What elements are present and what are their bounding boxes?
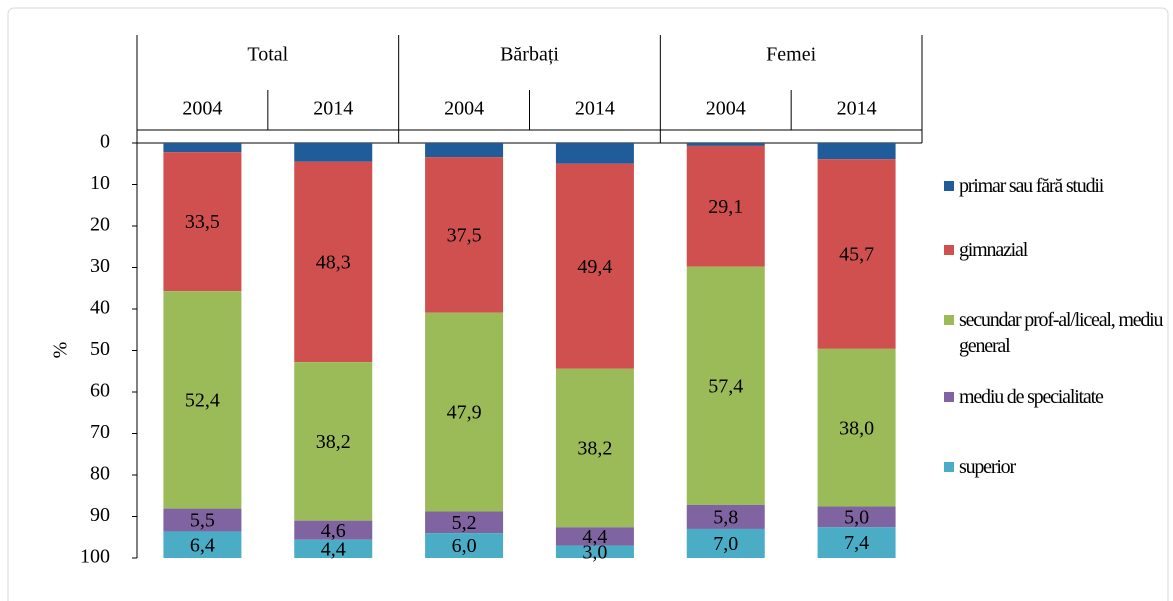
data-label: 5,8 <box>713 507 738 529</box>
bar-segment <box>163 143 242 153</box>
data-label: 33,5 <box>185 211 220 233</box>
bar-segment <box>294 539 373 558</box>
legend-swatch <box>944 392 954 402</box>
bar-segment <box>686 528 765 558</box>
y-tick-label: 0 <box>100 131 110 153</box>
x-tick-label: 2004 <box>182 98 222 120</box>
data-label: 5,2 <box>452 512 477 534</box>
legend-label: mediu de specialitate <box>959 386 1104 408</box>
bar-segment <box>163 531 242 558</box>
y-tick-label: 60 <box>90 380 110 402</box>
bar-segment <box>817 159 896 349</box>
bar-segment <box>294 161 373 363</box>
legend-label: secundar prof-al/liceal, mediu general <box>959 309 1164 357</box>
x-tick-label: 2004 <box>706 98 746 120</box>
bar-segment <box>686 143 765 146</box>
group-label: Femei <box>766 44 816 66</box>
legend-entry: superior <box>944 454 1173 480</box>
bar-segment <box>294 143 373 162</box>
data-label: 37,5 <box>447 225 482 247</box>
bar-segment <box>686 266 765 505</box>
bar-segment <box>425 312 504 512</box>
legend-label: superior <box>959 456 1016 478</box>
legend-swatch <box>944 462 954 472</box>
data-label: 4,4 <box>321 538 346 560</box>
y-tick-label: 50 <box>90 338 110 360</box>
legend-swatch <box>944 181 954 191</box>
legend-swatch <box>944 245 954 255</box>
bar-segment <box>686 145 765 267</box>
data-label: 7,4 <box>844 532 869 554</box>
data-label: 5,5 <box>190 510 215 532</box>
data-label: 29,1 <box>708 196 743 218</box>
data-label: 6,0 <box>452 535 477 557</box>
bar-segment <box>425 157 504 313</box>
chart-border <box>7 7 1169 601</box>
data-label: 45,7 <box>839 244 874 266</box>
bar-segment <box>163 152 242 292</box>
data-label: 38,0 <box>839 417 874 439</box>
bar-segment <box>555 368 634 528</box>
y-tick-label: 30 <box>90 255 110 277</box>
bar-segment <box>425 533 504 558</box>
x-tick-label: 2014 <box>575 98 615 120</box>
data-label: 6,4 <box>190 534 215 556</box>
y-tick-label: 10 <box>90 172 110 194</box>
legend-entry: mediu de specialitate <box>944 384 1173 410</box>
bar-segment <box>817 527 896 558</box>
bar-segment <box>817 348 896 507</box>
data-label: 3,0 <box>582 541 607 563</box>
data-label: 52,4 <box>185 389 220 411</box>
legend-swatch <box>944 315 954 325</box>
legend-label: gimnazial <box>959 239 1028 261</box>
y-axis-label: % <box>50 342 72 359</box>
x-tick-label: 2014 <box>313 98 353 120</box>
bar-segment <box>163 291 242 509</box>
bar-segment <box>555 527 634 546</box>
data-label: 48,3 <box>316 251 351 273</box>
y-tick-label: 80 <box>90 463 110 485</box>
legend-entry: secundar prof-al/liceal, mediu general <box>944 307 1173 359</box>
bar-segment <box>294 362 373 521</box>
data-label: 57,4 <box>708 375 743 397</box>
data-label: 49,4 <box>577 256 612 278</box>
bar-segment <box>686 504 765 529</box>
bar-segment <box>294 520 373 540</box>
y-tick-label: 100 <box>80 546 110 568</box>
x-tick-label: 2004 <box>444 98 484 120</box>
y-tick-label: 20 <box>90 214 110 236</box>
y-tick-label: 40 <box>90 297 110 319</box>
bar-segment <box>817 506 896 528</box>
group-label: Bărbați <box>500 44 559 66</box>
y-tick-label: 70 <box>90 421 110 443</box>
group-label: Total <box>247 44 288 66</box>
bar-segment <box>163 508 242 532</box>
legend-label: primar sau fără studii <box>959 175 1104 197</box>
bar-segment <box>555 163 634 369</box>
bar-segment <box>425 511 504 534</box>
bar-segment <box>425 143 504 158</box>
bar-segment <box>555 143 634 164</box>
data-label: 4,6 <box>321 520 346 542</box>
data-label: 7,0 <box>713 533 738 555</box>
y-tick-label: 90 <box>90 504 110 526</box>
legend-entry: primar sau fără studii <box>944 173 1173 199</box>
data-label: 5,0 <box>844 507 869 529</box>
data-label: 47,9 <box>447 402 482 424</box>
data-label: 4,4 <box>582 526 607 548</box>
bar-segment <box>817 143 896 160</box>
bar-segment <box>555 545 634 558</box>
data-label: 38,2 <box>316 431 351 453</box>
legend-entry: gimnazial <box>944 237 1173 263</box>
x-tick-label: 2014 <box>837 98 877 120</box>
data-label: 38,2 <box>577 438 612 460</box>
